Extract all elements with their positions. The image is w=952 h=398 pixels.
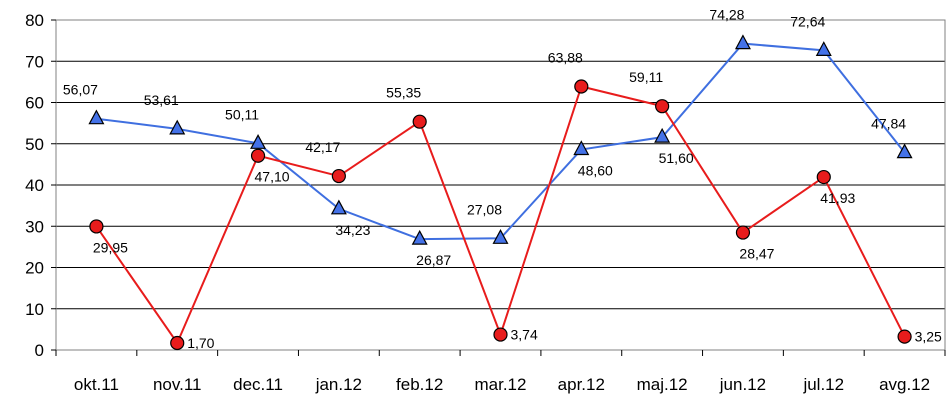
data-labels: 56,07 53,61 50,11 34,23 26,87 27,08 48,60 51,60…	[63, 7, 942, 351]
data-label: 47,10	[255, 169, 290, 185]
y-tick-label: 50	[25, 135, 44, 154]
data-label: 74,28	[709, 7, 744, 23]
y-tick-label: 20	[25, 259, 44, 278]
data-label: 26,87	[416, 252, 451, 268]
x-tick-label: dec.11	[233, 375, 283, 394]
x-tick-label: jun.12	[719, 375, 766, 394]
data-label: 47,84	[871, 116, 906, 132]
x-tick-label: okt.11	[74, 375, 119, 394]
y-tick-label: 10	[25, 300, 44, 319]
data-label: 27,08	[467, 201, 502, 217]
circle-marker	[412, 114, 427, 129]
x-tick-label: avg.12	[879, 375, 930, 394]
triangle-marker	[330, 199, 347, 215]
circle-marker	[574, 79, 589, 94]
data-label: 29,95	[93, 239, 128, 255]
circle-marker	[735, 225, 751, 240]
x-tick-label: mar.12	[475, 375, 527, 394]
circle-marker	[493, 327, 508, 342]
triangle-marker	[734, 34, 751, 50]
y-tick-label: 70	[25, 52, 44, 71]
x-tick-label: nov.11	[153, 375, 202, 394]
y-tick-label: 60	[25, 94, 44, 113]
y-tick-label: 30	[25, 217, 44, 236]
circle-marker	[655, 99, 670, 114]
data-label: 41,93	[820, 190, 855, 206]
y-tick-label: 40	[25, 176, 44, 195]
data-label: 63,88	[548, 49, 583, 65]
data-label: 56,07	[63, 82, 98, 98]
data-label: 72,64	[790, 13, 825, 29]
y-axis-ticks: 0 10 20 30 40 50 60 70 80	[25, 11, 56, 360]
data-label: 3,74	[511, 327, 538, 343]
triangle-marker	[411, 229, 428, 245]
series-lines	[95, 42, 906, 346]
data-label: 59,11	[629, 69, 663, 85]
data-label: 3,25	[915, 329, 942, 345]
triangle-marker	[815, 41, 832, 56]
x-tick-label: maj.12	[637, 375, 688, 394]
data-label: 28,47	[739, 246, 774, 262]
triangle-marker	[169, 119, 186, 135]
circle-marker	[331, 168, 346, 184]
gridlines	[56, 19, 945, 310]
data-label: 48,60	[578, 163, 613, 179]
triangle-marker	[492, 229, 509, 244]
circle-marker	[89, 219, 104, 234]
data-label: 1,70	[187, 335, 214, 351]
circle-marker	[250, 148, 266, 163]
triangle-marker	[250, 134, 267, 149]
x-tick-label: apr.12	[558, 375, 605, 394]
triangle-marker	[88, 109, 105, 125]
data-label: 34,23	[335, 222, 370, 238]
series-markers	[88, 34, 913, 351]
circle-marker	[897, 329, 912, 344]
x-tick-label: jan.12	[315, 375, 362, 394]
y-tick-label: 80	[25, 11, 44, 30]
data-label: 51,60	[659, 150, 694, 166]
triangle-marker	[573, 140, 590, 156]
data-label: 42,17	[305, 139, 340, 155]
data-label: 50,11	[225, 106, 259, 122]
x-tick-label: jul.12	[802, 375, 844, 394]
x-axis-ticks: okt.11 nov.11 dec.11 jan.12 feb.12 mar.12 apr.…	[55, 350, 946, 394]
triangle-marker	[896, 143, 913, 159]
triangle-marker	[654, 127, 671, 143]
x-tick-label: feb.12	[396, 375, 443, 394]
data-label: 53,61	[144, 92, 179, 108]
y-tick-label: 0	[35, 341, 44, 360]
circle-marker	[170, 335, 185, 351]
circle-marker	[816, 169, 831, 185]
data-label: 55,35	[386, 85, 421, 101]
